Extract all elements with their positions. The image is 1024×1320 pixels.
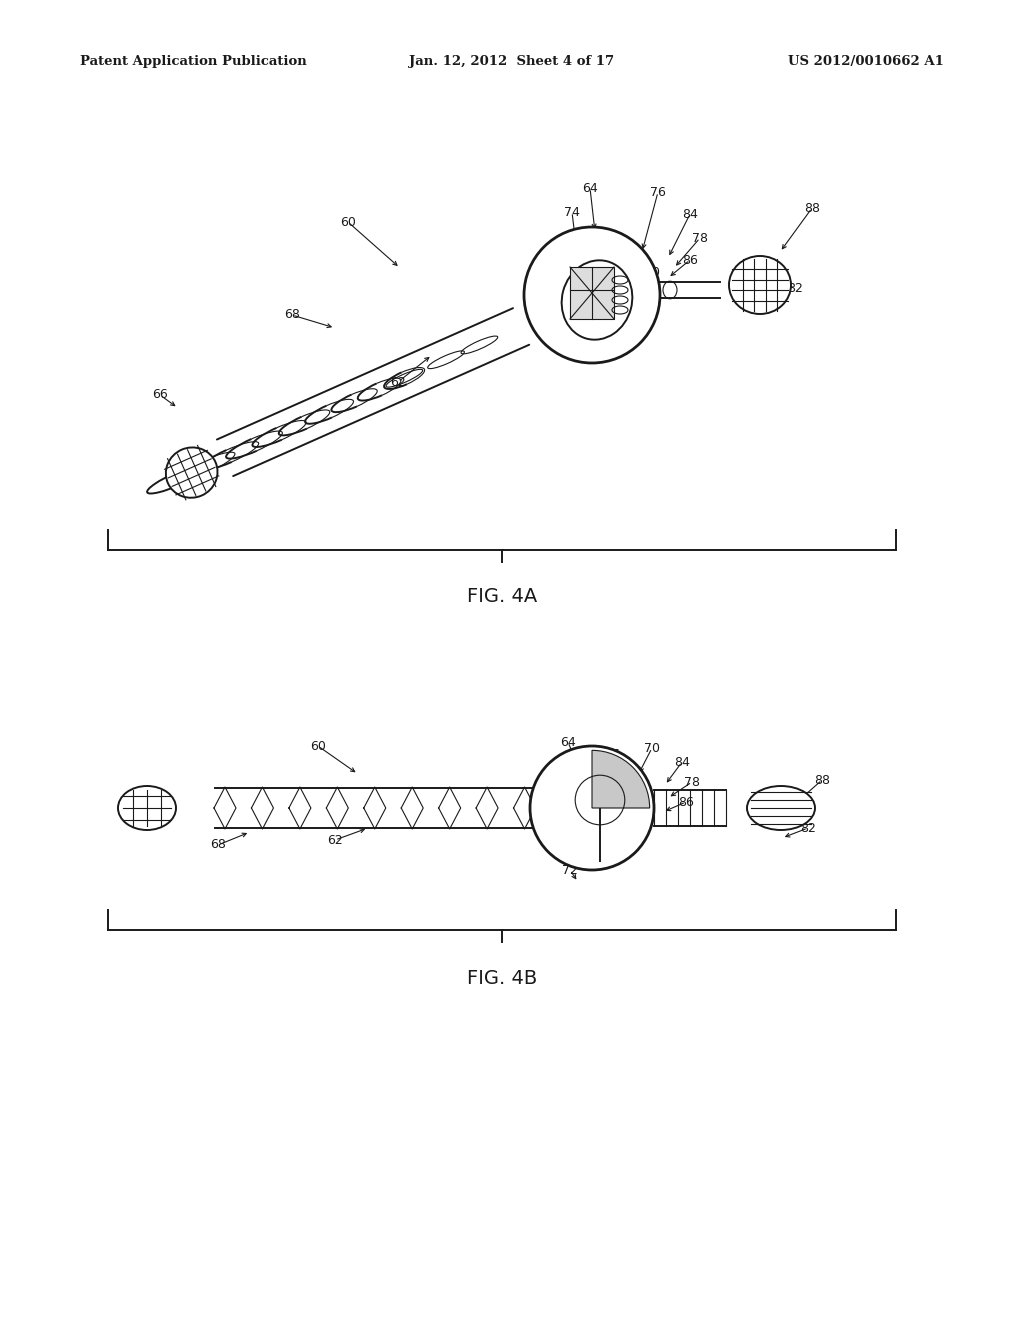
Text: 86: 86 [678, 796, 694, 808]
Ellipse shape [729, 256, 791, 314]
Text: 68: 68 [210, 838, 226, 851]
Text: 78: 78 [684, 776, 700, 788]
Ellipse shape [118, 785, 176, 830]
Circle shape [530, 746, 654, 870]
Text: 88: 88 [804, 202, 820, 214]
Text: Patent Application Publication: Patent Application Publication [80, 55, 307, 69]
Ellipse shape [746, 785, 815, 830]
Text: 62: 62 [327, 833, 343, 846]
Text: 64: 64 [560, 735, 575, 748]
Text: 66: 66 [153, 388, 168, 401]
Text: 70: 70 [644, 265, 660, 279]
Text: FIG. 4B: FIG. 4B [467, 969, 538, 987]
Text: 76: 76 [604, 748, 620, 762]
Text: 62: 62 [390, 375, 406, 388]
Text: 86: 86 [682, 253, 698, 267]
Text: 84: 84 [682, 207, 698, 220]
Text: 64: 64 [582, 181, 598, 194]
Text: 70: 70 [644, 742, 660, 755]
Text: 60: 60 [310, 739, 326, 752]
Circle shape [524, 227, 660, 363]
Text: 76: 76 [650, 186, 666, 198]
Bar [570, 267, 614, 319]
Text: 78: 78 [692, 231, 708, 244]
Text: 60: 60 [340, 215, 356, 228]
Text: 84: 84 [674, 755, 690, 768]
Text: FIG. 4A: FIG. 4A [467, 586, 538, 606]
Ellipse shape [166, 447, 217, 498]
Text: 74: 74 [564, 206, 580, 219]
Text: 80: 80 [540, 309, 556, 322]
Text: 68: 68 [284, 309, 300, 322]
Text: 80: 80 [574, 842, 590, 854]
Text: 88: 88 [814, 774, 830, 787]
Text: Jan. 12, 2012  Sheet 4 of 17: Jan. 12, 2012 Sheet 4 of 17 [410, 55, 614, 69]
Text: 72: 72 [552, 327, 568, 341]
Text: US 2012/0010662 A1: US 2012/0010662 A1 [788, 55, 944, 69]
Text: 74: 74 [548, 833, 564, 846]
Text: 82: 82 [800, 821, 816, 834]
Text: 72: 72 [562, 863, 578, 876]
Text: 82: 82 [787, 281, 803, 294]
Wedge shape [592, 750, 649, 808]
